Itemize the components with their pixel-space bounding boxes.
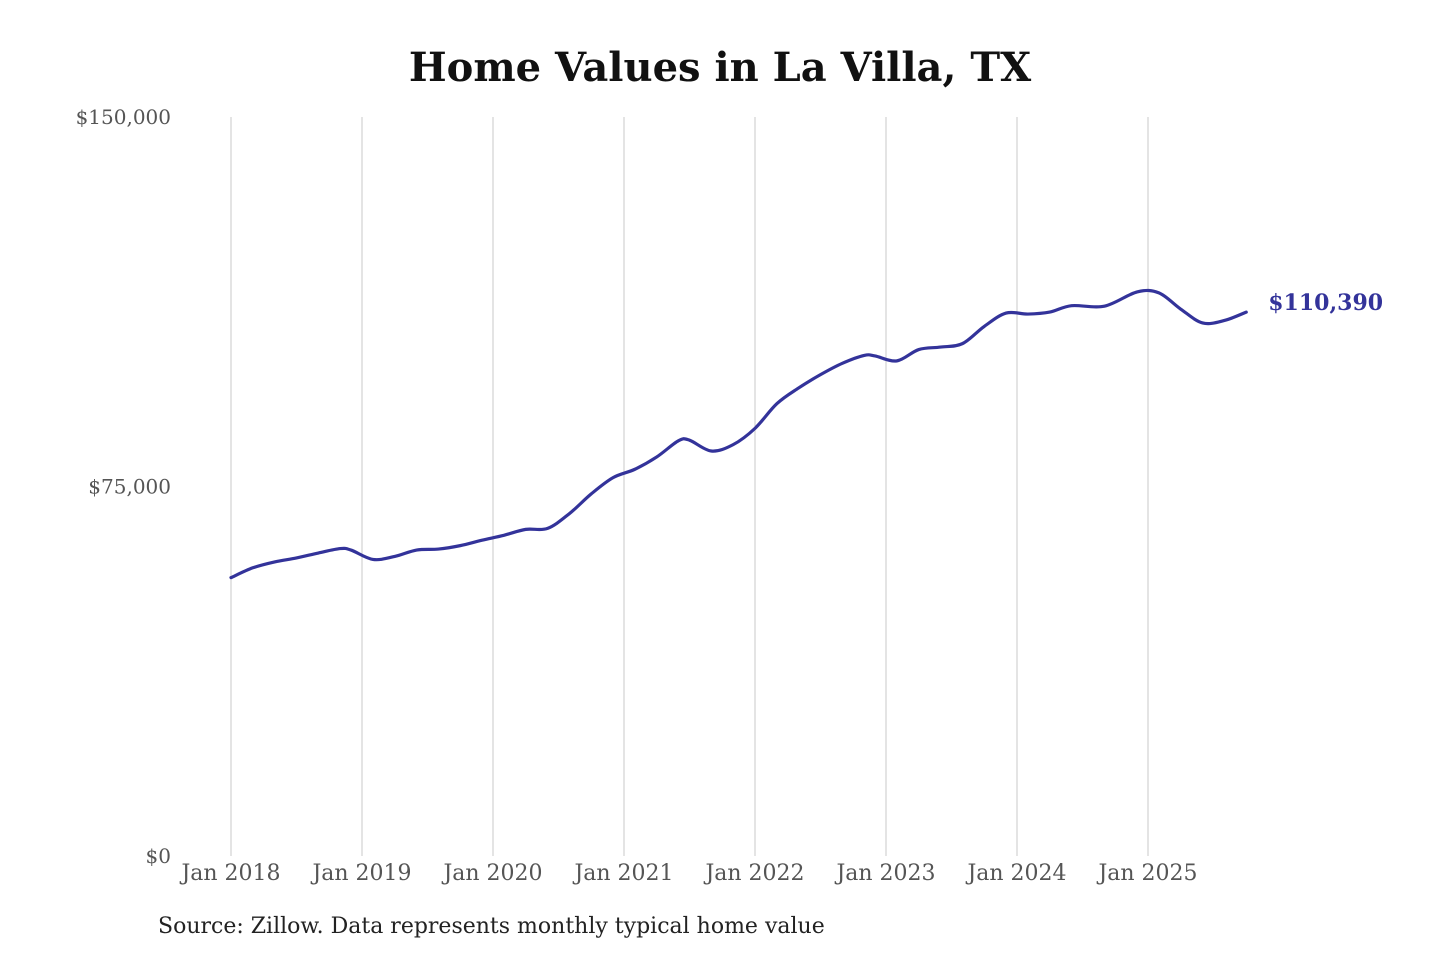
series-end-label: $110,390 xyxy=(1268,290,1383,316)
series-line xyxy=(229,288,1248,580)
x-tick-label: Jan 2021 xyxy=(572,861,673,886)
x-tick-label: Jan 2020 xyxy=(441,861,542,886)
y-tick-label: $0 xyxy=(146,844,171,868)
x-tick-label: Jan 2023 xyxy=(834,861,935,886)
x-axis-ticks: Jan 2018 Jan 2019 Jan 2020 Jan 2021 Jan 2022… xyxy=(179,861,1197,886)
y-tick-label: $150,000 xyxy=(76,105,171,129)
y-tick-label: $75,000 xyxy=(88,475,171,499)
gridlines xyxy=(230,117,1149,856)
chart-title: Home Values in La Villa, TX xyxy=(408,44,1032,91)
x-tick-label: Jan 2018 xyxy=(179,861,280,886)
series-layer: $110,390 xyxy=(229,288,1383,580)
x-tick-label: Jan 2019 xyxy=(310,861,411,886)
x-tick-label: Jan 2022 xyxy=(703,861,804,886)
x-tick-label: Jan 2024 xyxy=(965,861,1066,886)
source-note: Source: Zillow. Data represents monthly … xyxy=(158,914,825,939)
y-axis-ticks: $0 $75,000 $150,000 xyxy=(76,105,171,868)
x-tick-label: Jan 2025 xyxy=(1096,861,1197,886)
